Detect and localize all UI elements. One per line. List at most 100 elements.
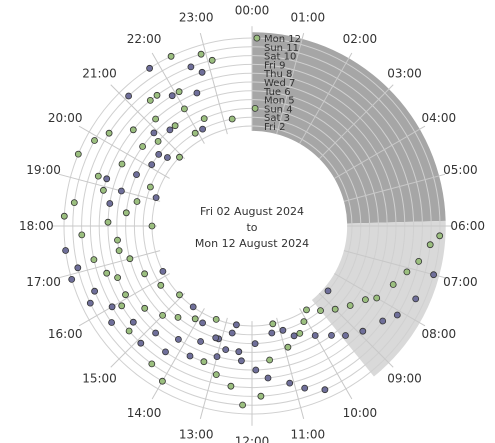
data-point	[148, 222, 156, 230]
center-label-to: Mon 12 August 2024	[195, 237, 309, 250]
hour-label: 14:00	[127, 406, 162, 420]
hour-label: 11:00	[291, 427, 326, 441]
data-point	[74, 264, 82, 272]
data-point	[91, 287, 98, 295]
data-point	[152, 194, 160, 202]
data-point	[122, 209, 130, 217]
data-point	[279, 326, 287, 334]
data-point	[303, 306, 310, 314]
data-point	[389, 281, 397, 288]
hour-spoke	[78, 273, 170, 327]
data-point	[239, 401, 247, 409]
data-point	[139, 143, 147, 150]
data-point	[152, 329, 160, 337]
data-point	[118, 187, 125, 195]
hour-spoke	[78, 125, 170, 179]
data-point	[200, 358, 208, 366]
hour-label: 10:00	[343, 406, 378, 420]
data-point	[430, 271, 438, 279]
data-point	[108, 303, 116, 311]
data-point	[167, 52, 175, 60]
hour-spoke	[343, 250, 446, 279]
data-point	[125, 327, 133, 335]
data-point	[62, 247, 69, 254]
day-label: Thu 8	[263, 69, 292, 80]
hour-label: 21:00	[82, 67, 117, 81]
data-point	[237, 357, 245, 365]
data-point	[157, 281, 165, 289]
data-point	[174, 335, 182, 343]
hour-spoke	[151, 52, 205, 144]
day-label: Mon 12	[264, 34, 301, 45]
data-point	[222, 346, 230, 354]
day-label: Mon 5	[264, 96, 295, 107]
data-point	[115, 247, 123, 255]
data-point	[198, 68, 206, 76]
hour-spoke	[58, 250, 161, 279]
data-point	[148, 161, 156, 169]
data-point	[159, 267, 167, 275]
data-point	[100, 186, 107, 194]
data-point	[436, 232, 444, 240]
data-point	[284, 343, 292, 351]
data-point	[290, 332, 298, 340]
hour-label: 15:00	[82, 372, 117, 386]
data-point	[286, 379, 294, 387]
hour-label: 13:00	[179, 427, 214, 441]
hour-spoke	[299, 52, 353, 144]
hour-spoke	[299, 308, 353, 400]
data-point	[199, 319, 207, 327]
data-point	[415, 257, 423, 265]
center-label-from: Fri 02 August 2024	[200, 205, 304, 218]
data-point	[269, 320, 277, 328]
data-point	[74, 150, 82, 158]
data-point	[212, 334, 220, 342]
hour-spoke	[334, 125, 426, 179]
data-point	[126, 255, 134, 263]
data-point	[212, 315, 220, 323]
data-point	[108, 319, 115, 326]
hour-label: 07:00	[443, 275, 478, 289]
data-point	[153, 91, 161, 99]
data-point	[228, 329, 236, 337]
data-point	[150, 129, 158, 137]
hour-label: 17:00	[26, 275, 61, 289]
data-point	[251, 105, 259, 112]
data-point	[311, 332, 319, 339]
data-point	[129, 126, 137, 134]
data-point	[187, 63, 195, 71]
data-point	[300, 318, 308, 326]
hour-label: 22:00	[127, 32, 162, 46]
data-point	[208, 56, 216, 64]
data-point	[264, 374, 272, 382]
data-point	[91, 137, 98, 144]
data-point	[197, 50, 205, 58]
hour-spoke	[199, 317, 228, 420]
hour-label: 23:00	[179, 11, 214, 25]
day-label: Fri 2	[264, 122, 285, 133]
data-point	[412, 295, 420, 303]
data-point	[199, 125, 207, 133]
day-label: Tue 6	[263, 87, 291, 98]
data-point	[129, 318, 137, 326]
data-point	[197, 338, 205, 345]
data-point	[251, 340, 259, 348]
data-point	[104, 218, 112, 226]
day-label: Wed 7	[264, 78, 295, 89]
data-point	[103, 175, 111, 183]
data-point	[296, 329, 304, 337]
hour-label: 16:00	[48, 327, 83, 341]
data-point	[321, 386, 329, 394]
data-point	[155, 150, 163, 158]
day-label: Sat 10	[264, 52, 296, 63]
data-point	[141, 304, 149, 312]
data-point	[346, 302, 354, 309]
data-point	[212, 371, 220, 379]
data-point	[393, 311, 401, 319]
hour-label: 19:00	[26, 163, 61, 177]
data-point	[146, 183, 154, 191]
hour-label: 03:00	[387, 67, 422, 81]
data-point	[159, 311, 167, 319]
data-point	[122, 291, 129, 299]
